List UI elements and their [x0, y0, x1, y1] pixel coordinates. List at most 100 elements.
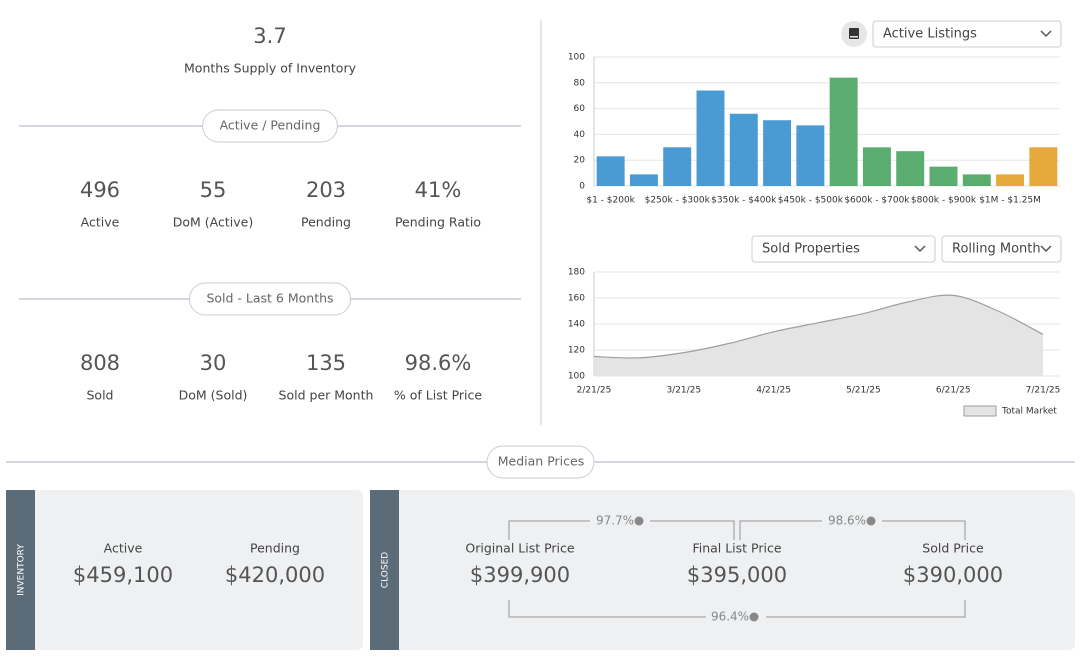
brackets — [508, 520, 966, 618]
stat-value: 135 — [306, 351, 346, 375]
y-tick-label: 160 — [568, 294, 585, 304]
pill — [486, 445, 595, 479]
inventory-tab — [6, 490, 35, 650]
price-label: Original List Price — [465, 541, 575, 556]
inventory-tab-label: INVENTORY — [17, 544, 27, 596]
closed-card — [370, 490, 1075, 650]
y-tick-label: 20 — [574, 156, 586, 166]
legend-label: Total Market — [1001, 407, 1057, 417]
price-value: $390,000 — [903, 563, 1003, 587]
x-tick-label: 6/21/25 — [936, 386, 971, 396]
bar — [929, 166, 958, 186]
y-tick-label: 0 — [579, 182, 585, 192]
stat-label: % of List Price — [394, 388, 482, 403]
x-tick-label: $1M - $1.25M — [979, 196, 1041, 206]
bar — [596, 156, 625, 186]
y-tick-label: 100 — [568, 372, 585, 382]
months-supply-value: 3.7 — [253, 24, 286, 48]
bar — [796, 125, 825, 186]
closed-tab-label: CLOSED — [381, 552, 391, 588]
stat-value: 203 — [306, 178, 346, 202]
x-tick-label: $350k - $400k — [711, 196, 777, 206]
dropdown[interactable] — [751, 235, 936, 263]
price-label: Active — [104, 541, 143, 556]
x-tick-label: 3/21/25 — [666, 386, 701, 396]
bar — [829, 77, 858, 186]
pill — [202, 109, 338, 143]
chevron[interactable] — [1040, 30, 1052, 38]
closed-tab — [370, 490, 399, 650]
stat-label: Pending Ratio — [395, 215, 481, 230]
price-value: $459,100 — [73, 563, 173, 587]
y-tick-label: 180 — [568, 268, 585, 278]
y-tick-label: 80 — [574, 78, 586, 88]
book-button[interactable] — [841, 21, 867, 47]
stat-label: DoM (Active) — [173, 215, 253, 230]
bar — [1029, 147, 1058, 186]
y-tick-label: 100 — [568, 53, 585, 63]
info-icon — [866, 516, 876, 526]
dropdown[interactable] — [941, 235, 1062, 263]
dropdown-label[interactable]: Sold Properties — [762, 242, 860, 257]
x-tick-label: $450k - $500k — [778, 196, 844, 206]
x-tick-label: 5/21/25 — [846, 386, 881, 396]
area — [594, 295, 1043, 376]
line — [593, 294, 1044, 359]
inventory-card — [6, 490, 363, 650]
x-tick-label: $250k - $300k — [645, 196, 711, 206]
bar — [763, 120, 792, 186]
x-tick-label: $800k - $900k — [911, 196, 977, 206]
price-value: $395,000 — [687, 563, 787, 587]
info-icon — [749, 612, 759, 622]
info-icon — [634, 516, 644, 526]
stat-value: 496 — [80, 178, 120, 202]
ratio: 97.7% — [596, 514, 634, 528]
bar — [663, 147, 692, 186]
chevron[interactable] — [1040, 245, 1052, 253]
price-label: Sold Price — [922, 541, 984, 556]
price-value: $420,000 — [225, 563, 325, 587]
section-title: Sold - Last 6 Months — [206, 291, 333, 306]
stat-value: 41% — [415, 178, 462, 202]
bar — [962, 174, 991, 186]
y-tick-label: 140 — [568, 320, 585, 330]
stat-value: 30 — [200, 351, 227, 375]
bar — [629, 174, 658, 186]
bar — [696, 90, 725, 186]
pill — [188, 282, 352, 316]
stat-value: 808 — [80, 351, 120, 375]
months-supply-label: Months Supply of Inventory — [184, 61, 357, 76]
x-tick-label: 4/21/25 — [756, 386, 791, 396]
y-tick-label: 40 — [574, 130, 586, 140]
stat-label: Sold per Month — [279, 388, 374, 403]
x-tick-label: $1 - $200k — [586, 196, 635, 206]
bar — [896, 151, 925, 186]
section-title: Active / Pending — [220, 118, 321, 133]
ratio: 98.6% — [828, 514, 866, 528]
stat-value: 98.6% — [405, 351, 472, 375]
stat-label: Sold — [87, 388, 114, 403]
y-tick-label: 120 — [568, 346, 585, 356]
dropdown-label[interactable]: Rolling Month — [952, 242, 1041, 257]
x-tick-label: 7/21/25 — [1026, 386, 1061, 396]
y-tick-label: 60 — [574, 104, 586, 114]
legend-swatch — [963, 405, 997, 417]
price-label: Pending — [250, 541, 300, 556]
stat-label: DoM (Sold) — [179, 388, 248, 403]
bar — [862, 147, 891, 186]
chevron[interactable] — [914, 245, 926, 253]
bar — [996, 174, 1025, 186]
ratio: 96.4% — [711, 610, 749, 624]
dropdown[interactable] — [872, 20, 1062, 48]
dropdown-label[interactable]: Active Listings — [883, 27, 977, 42]
stat-label: Pending — [301, 215, 351, 230]
price-label: Final List Price — [692, 541, 781, 556]
stat-label: Active — [81, 215, 120, 230]
x-tick-label: 2/21/25 — [577, 386, 612, 396]
median-title: Median Prices — [498, 454, 584, 469]
x-tick-label: $600k - $700k — [844, 196, 910, 206]
price-value: $399,900 — [470, 563, 570, 587]
stat-value: 55 — [200, 178, 227, 202]
bar — [729, 113, 758, 186]
